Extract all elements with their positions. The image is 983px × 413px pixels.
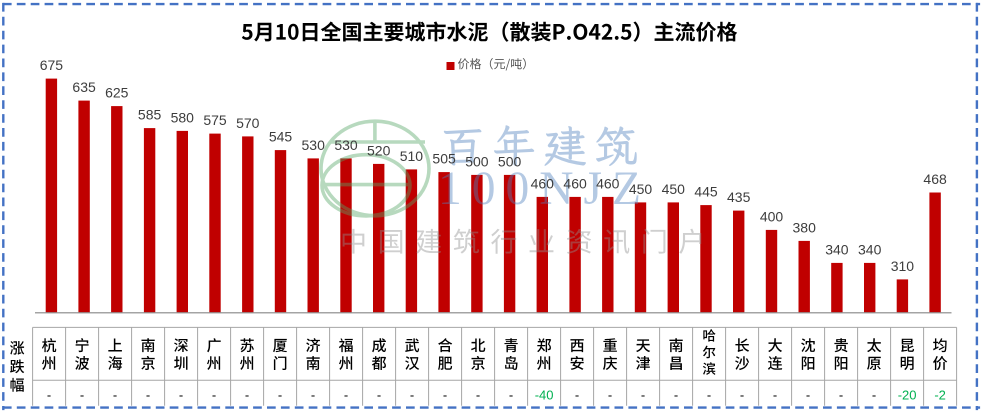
- svg-text:-: -: [113, 388, 117, 403]
- svg-text:545: 545: [269, 129, 293, 145]
- svg-text:-: -: [311, 388, 315, 403]
- svg-text:-: -: [344, 388, 348, 403]
- svg-text:-: -: [245, 388, 249, 403]
- svg-text:520: 520: [367, 142, 391, 158]
- svg-text:-: -: [674, 388, 678, 403]
- svg-text:675: 675: [40, 57, 64, 73]
- svg-text:-: -: [707, 388, 711, 403]
- svg-text:-: -: [740, 388, 744, 403]
- svg-text:-20: -20: [898, 388, 917, 403]
- svg-text:580: 580: [171, 109, 195, 125]
- svg-text:340: 340: [825, 241, 849, 257]
- svg-text:468: 468: [923, 171, 947, 187]
- svg-text:-: -: [509, 388, 513, 403]
- svg-text:460: 460: [563, 175, 587, 191]
- svg-text:-: -: [806, 388, 810, 403]
- svg-text:585: 585: [138, 107, 162, 123]
- svg-text:635: 635: [72, 79, 96, 95]
- svg-text:-: -: [179, 388, 183, 403]
- svg-text:450: 450: [662, 181, 686, 197]
- svg-text:435: 435: [727, 189, 751, 205]
- svg-text:450: 450: [629, 181, 653, 197]
- svg-text:-: -: [410, 388, 414, 403]
- svg-text:445: 445: [694, 184, 718, 200]
- svg-text:-: -: [575, 388, 579, 403]
- svg-text:400: 400: [760, 208, 784, 224]
- svg-text:510: 510: [400, 148, 424, 164]
- svg-text:310: 310: [891, 258, 915, 274]
- svg-text:575: 575: [203, 112, 227, 128]
- svg-text:500: 500: [465, 153, 489, 169]
- svg-text:-: -: [641, 388, 645, 403]
- svg-text:505: 505: [432, 151, 456, 167]
- svg-text:460: 460: [531, 175, 555, 191]
- svg-text:-: -: [476, 388, 480, 403]
- svg-text:500: 500: [498, 153, 522, 169]
- svg-text:-: -: [839, 388, 843, 403]
- svg-text:-2: -2: [934, 388, 946, 403]
- svg-text:340: 340: [858, 241, 882, 257]
- svg-text:380: 380: [793, 219, 817, 235]
- svg-text:570: 570: [236, 115, 260, 131]
- svg-text:625: 625: [105, 85, 129, 101]
- svg-text:-: -: [80, 388, 84, 403]
- svg-text:530: 530: [334, 137, 358, 153]
- svg-text:-: -: [773, 388, 777, 403]
- svg-text:-: -: [443, 388, 447, 403]
- svg-text:-40: -40: [535, 388, 554, 403]
- svg-text:-: -: [872, 388, 876, 403]
- svg-text:460: 460: [596, 175, 620, 191]
- svg-text:530: 530: [302, 137, 326, 153]
- svg-text:-: -: [212, 388, 216, 403]
- svg-text:-: -: [47, 388, 51, 403]
- svg-text:-: -: [278, 388, 282, 403]
- svg-text:100NJZ: 100NJZ: [438, 163, 651, 215]
- svg-text:-: -: [608, 388, 612, 403]
- svg-text:-: -: [146, 388, 150, 403]
- svg-text:-: -: [377, 388, 381, 403]
